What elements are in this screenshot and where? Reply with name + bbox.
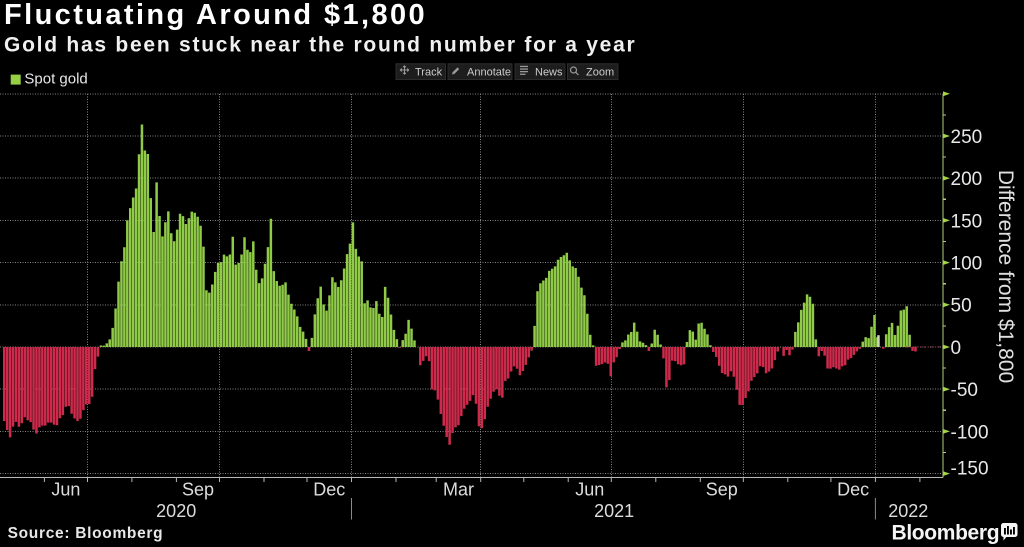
svg-text:Annotate: Annotate [467,67,511,79]
svg-text:Sep: Sep [706,480,738,500]
svg-text:Spot gold: Spot gold [24,71,87,88]
svg-text:0: 0 [951,338,962,359]
svg-text:-150: -150 [951,459,989,480]
svg-text:2021: 2021 [594,501,634,521]
svg-text:Dec: Dec [313,480,345,500]
svg-text:News: News [535,67,563,79]
svg-text:2020: 2020 [156,501,196,521]
svg-text:Source: Bloomberg: Source: Bloomberg [8,525,164,542]
svg-text:Gold has been stuck near the r: Gold has been stuck near the round numbe… [4,34,636,57]
svg-text:Fluctuating Around $1,800: Fluctuating Around $1,800 [4,0,427,31]
svg-text:Bloomberg: Bloomberg [892,522,1000,545]
svg-text:50: 50 [951,296,972,317]
svg-text:-100: -100 [951,422,989,443]
svg-text:Track: Track [415,67,443,79]
svg-text:Mar: Mar [443,480,474,500]
svg-text:250: 250 [951,127,983,148]
svg-text:-50: -50 [951,380,978,401]
svg-text:Dec: Dec [837,480,869,500]
svg-text:Difference from $1,800: Difference from $1,800 [994,170,1017,383]
svg-text:Jun: Jun [51,480,80,500]
svg-text:150: 150 [951,211,983,232]
svg-text:2022: 2022 [888,501,928,521]
svg-text:Zoom: Zoom [586,67,614,79]
svg-text:Jun: Jun [575,480,604,500]
svg-text:100: 100 [951,254,983,275]
svg-text:200: 200 [951,169,983,190]
svg-text:Sep: Sep [182,480,214,500]
